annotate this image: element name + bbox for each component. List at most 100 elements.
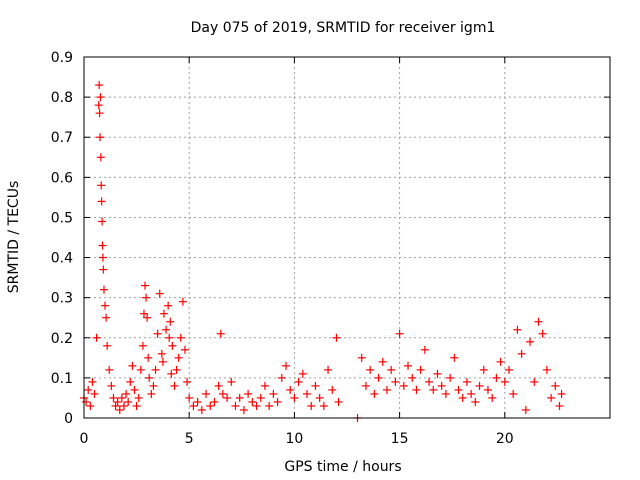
data-point: [454, 385, 463, 394]
data-point: [180, 345, 189, 354]
data-point: [134, 393, 143, 402]
data-point: [142, 293, 151, 302]
data-point: [218, 389, 227, 398]
data-point: [441, 389, 450, 398]
data-point: [96, 153, 105, 162]
data-point: [95, 109, 104, 118]
data-point: [176, 333, 185, 342]
data-point: [252, 401, 261, 410]
data-point: [145, 373, 154, 382]
data-point: [189, 401, 198, 410]
data-point: [538, 329, 547, 338]
data-point: [166, 317, 175, 326]
data-point: [298, 369, 307, 378]
data-point: [526, 337, 535, 346]
data-point: [206, 401, 215, 410]
data-point: [433, 369, 442, 378]
x-axis-label: GPS time / hours: [284, 459, 401, 475]
data-point: [97, 181, 106, 190]
data-point: [479, 365, 488, 374]
data-point: [95, 133, 104, 142]
data-point: [149, 381, 158, 390]
data-point: [98, 253, 107, 262]
data-point: [97, 197, 106, 206]
data-point: [534, 317, 543, 326]
data-point: [500, 377, 509, 386]
data-point: [105, 365, 114, 374]
data-point: [551, 381, 560, 390]
data-point: [168, 341, 177, 350]
data-point: [98, 241, 107, 250]
data-point: [86, 401, 95, 410]
data-point: [483, 385, 492, 394]
y-tick-label: 0.2: [51, 331, 73, 347]
data-point: [99, 265, 108, 274]
data-point: [404, 361, 413, 370]
data-point: [530, 377, 539, 386]
data-point: [92, 333, 101, 342]
data-point: [96, 93, 105, 102]
data-point: [467, 389, 476, 398]
data-point: [109, 393, 118, 402]
data-point: [147, 389, 156, 398]
data-point: [153, 329, 162, 338]
data-point: [303, 389, 312, 398]
data-point: [158, 357, 167, 366]
data-point: [227, 377, 236, 386]
x-tick-label: 10: [285, 431, 303, 447]
data-point: [172, 365, 181, 374]
data-point: [155, 289, 164, 298]
data-point: [361, 381, 370, 390]
data-point: [277, 373, 286, 382]
data-point: [101, 301, 110, 310]
data-point: [332, 333, 341, 342]
data-point: [136, 365, 145, 374]
data-point: [471, 397, 480, 406]
data-point: [357, 353, 366, 362]
y-tick-label: 0.6: [51, 170, 73, 186]
data-point: [117, 393, 126, 402]
data-point: [82, 397, 91, 406]
data-point: [260, 381, 269, 390]
data-point: [223, 393, 232, 402]
data-point: [144, 353, 153, 362]
data-point: [273, 397, 282, 406]
data-point: [420, 345, 429, 354]
data-point: [446, 373, 455, 382]
data-point: [429, 385, 438, 394]
data-point: [408, 373, 417, 382]
data-point: [124, 397, 133, 406]
data-point: [216, 329, 225, 338]
chart-title: Day 075 of 2019, SRMTID for receiver igm…: [191, 20, 496, 36]
data-point: [231, 401, 240, 410]
data-point: [132, 401, 141, 410]
data-point: [95, 81, 104, 90]
data-point: [395, 329, 404, 338]
data-point: [475, 381, 484, 390]
data-point: [513, 325, 522, 334]
data-point: [128, 361, 137, 370]
data-point: [315, 393, 324, 402]
x-tick-label: 0: [80, 431, 89, 447]
data-point: [178, 297, 187, 306]
data-point: [496, 357, 505, 366]
data-point: [517, 349, 526, 358]
data-point: [382, 385, 391, 394]
data-point: [509, 389, 518, 398]
data-point: [98, 217, 107, 226]
plot-frame: [83, 56, 611, 419]
data-point: [94, 101, 103, 110]
data-point: [547, 393, 556, 402]
data-point: [113, 397, 122, 406]
data-point: [164, 301, 173, 310]
y-tick-label: 0.7: [51, 130, 73, 146]
data-point: [505, 365, 514, 374]
data-point: [387, 365, 396, 374]
data-point: [399, 381, 408, 390]
data-point: [450, 353, 459, 362]
data-point: [378, 357, 387, 366]
data-point: [294, 377, 303, 386]
data-point: [319, 401, 328, 410]
data-point: [542, 365, 551, 374]
